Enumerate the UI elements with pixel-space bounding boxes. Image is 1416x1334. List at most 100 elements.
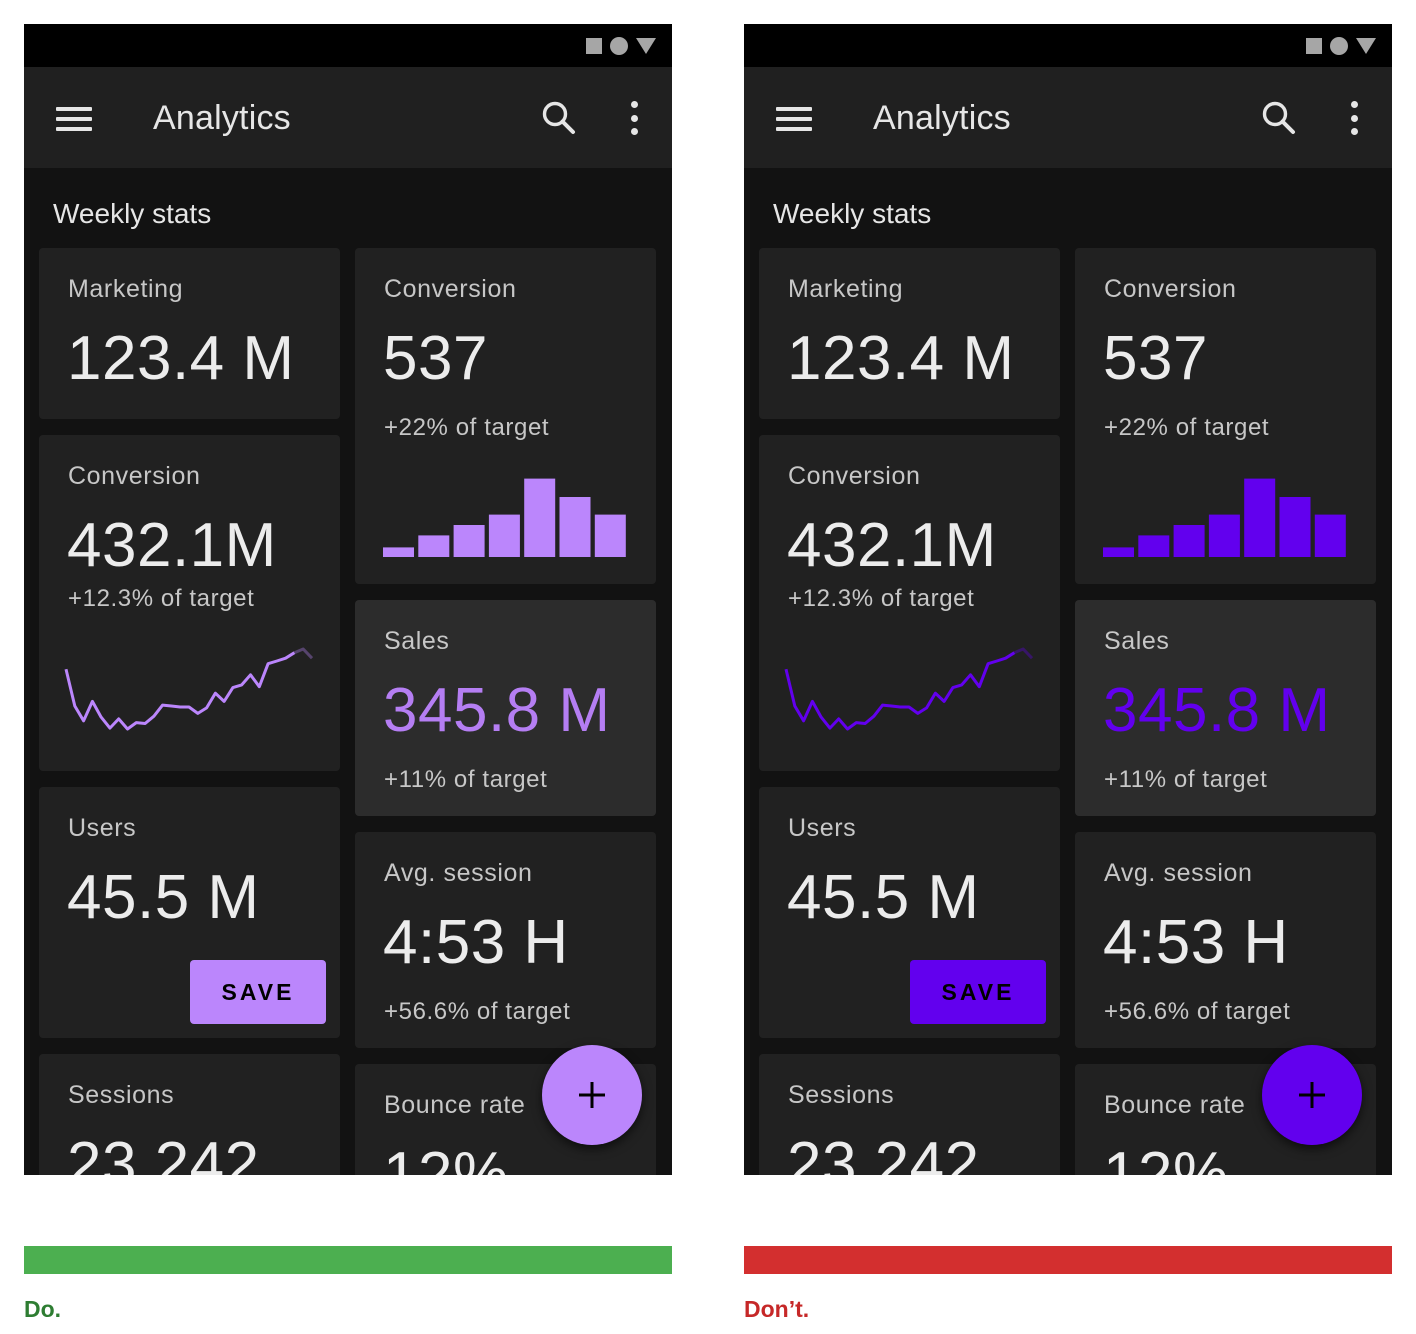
dont-indicator-bar: [744, 1246, 1392, 1274]
search-icon[interactable]: [1260, 99, 1300, 139]
card-sessions[interactable]: Sessions 23,242: [759, 1054, 1060, 1175]
card-conversion-line[interactable]: Conversion 432.1M +12.3% of target: [759, 435, 1060, 771]
card-label: Conversion: [1104, 275, 1237, 303]
card-value: 12%: [383, 1140, 509, 1175]
card-value: 23,242: [67, 1130, 260, 1175]
plus-icon: [579, 1082, 605, 1108]
card-subtext: +22% of target: [384, 414, 550, 441]
card-label: Conversion: [788, 462, 921, 490]
card-users[interactable]: Users 45.5 M SAVE: [759, 787, 1060, 1038]
card-sales[interactable]: Sales 345.8 M +11% of target: [355, 600, 656, 816]
card-subtext: +56.6% of target: [1104, 998, 1291, 1025]
bar-chart-bar: [524, 478, 556, 557]
status-bar: [24, 24, 672, 67]
card-conversion-line[interactable]: Conversion 432.1M +12.3% of target: [39, 435, 340, 771]
card-label: Conversion: [68, 462, 201, 490]
bar-chart: [383, 478, 626, 557]
card-value: 432.1M: [67, 511, 277, 580]
status-bar: [744, 24, 1392, 67]
card-label: Sessions: [68, 1081, 175, 1109]
card-subtext: +12.3% of target: [68, 585, 255, 612]
dont-caption: Don’t.: [744, 1296, 810, 1322]
card-value: 345.8 M: [383, 676, 611, 745]
line-chart-series: [64, 651, 296, 731]
menu-icon[interactable]: [776, 107, 812, 131]
line-chart-series: [784, 651, 1016, 731]
circle-icon: [610, 37, 628, 55]
more-vert-icon[interactable]: [1346, 101, 1362, 135]
more-vert-icon[interactable]: [626, 101, 642, 135]
triangle-icon: [636, 38, 656, 54]
line-chart-series-faded: [293, 647, 314, 660]
bar-chart-bar: [1279, 497, 1311, 557]
card-value: 4:53 H: [383, 908, 569, 977]
card-label: Users: [788, 814, 857, 842]
line-chart: [64, 647, 314, 731]
card-value: 12%: [1103, 1140, 1229, 1175]
card-conversion-bar[interactable]: Conversion 537 +22% of target: [355, 248, 656, 584]
card-label: Users: [68, 814, 137, 842]
card-marketing[interactable]: Marketing 123.4 M: [759, 248, 1060, 419]
card-value: 123.4 M: [67, 324, 295, 393]
card-subtext: +22% of target: [1104, 414, 1270, 441]
card-label: Marketing: [788, 275, 904, 303]
line-chart: [784, 647, 1034, 731]
fab-add-button[interactable]: [542, 1045, 642, 1145]
bar-chart-bar: [1208, 514, 1240, 557]
save-button[interactable]: SAVE: [190, 960, 326, 1024]
card-label: Sessions: [788, 1081, 895, 1109]
card-subtext: +12.3% of target: [788, 585, 975, 612]
card-marketing[interactable]: Marketing 123.4 M: [39, 248, 340, 419]
bar-chart-bar: [559, 497, 591, 557]
do-indicator-bar: [24, 1246, 672, 1274]
card-value: 537: [1103, 324, 1208, 393]
card-users[interactable]: Users 45.5 M SAVE: [39, 787, 340, 1038]
bar-chart-bar: [1244, 478, 1276, 557]
card-sessions[interactable]: Sessions 23,242: [39, 1054, 340, 1175]
card-label: Sales: [384, 627, 450, 655]
card-conversion-bar[interactable]: Conversion 537 +22% of target: [1075, 248, 1376, 584]
app-bar: Analytics: [744, 67, 1392, 168]
card-value: 4:53 H: [1103, 908, 1289, 977]
search-icon[interactable]: [540, 99, 580, 139]
card-subtext: +56.6% of target: [384, 998, 571, 1025]
card-value: 537: [383, 324, 488, 393]
app-bar: Analytics: [24, 67, 672, 168]
bar-chart: [1103, 478, 1346, 557]
line-chart-series-faded: [1013, 647, 1034, 660]
phone-dont: Analytics Weekly stats Marketing 123.4 M…: [744, 24, 1392, 1175]
card-value: 23,242: [787, 1130, 980, 1175]
fab-add-button[interactable]: [1262, 1045, 1362, 1145]
card-value: 345.8 M: [1103, 676, 1331, 745]
card-subtext: +11% of target: [384, 766, 548, 793]
app-title: Analytics: [873, 99, 1011, 137]
card-subtext: +11% of target: [1104, 766, 1268, 793]
section-title: Weekly stats: [773, 198, 932, 229]
card-label: Bounce rate: [1104, 1091, 1246, 1119]
card-label: Avg. session: [1104, 859, 1253, 887]
card-label: Sales: [1104, 627, 1170, 655]
section-title: Weekly stats: [53, 198, 212, 229]
bar-chart-bar: [453, 525, 485, 557]
bar-chart-bar: [594, 514, 626, 557]
card-avg-session[interactable]: Avg. session 4:53 H +56.6% of target: [355, 832, 656, 1048]
bar-chart-bar: [1103, 547, 1134, 557]
card-sales[interactable]: Sales 345.8 M +11% of target: [1075, 600, 1376, 816]
square-icon: [1306, 38, 1322, 54]
circle-icon: [1330, 37, 1348, 55]
square-icon: [586, 38, 602, 54]
phone-do: Analytics Weekly stats Marketing 123.4 M…: [24, 24, 672, 1175]
card-value: 45.5 M: [787, 863, 980, 932]
bar-chart-bar: [488, 514, 520, 557]
save-button[interactable]: SAVE: [910, 960, 1046, 1024]
card-label: Marketing: [68, 275, 184, 303]
triangle-icon: [1356, 38, 1376, 54]
bar-chart-bar: [383, 547, 414, 557]
card-value: 123.4 M: [787, 324, 1015, 393]
card-value: 432.1M: [787, 511, 997, 580]
card-avg-session[interactable]: Avg. session 4:53 H +56.6% of target: [1075, 832, 1376, 1048]
card-label: Bounce rate: [384, 1091, 526, 1119]
card-value: 45.5 M: [67, 863, 260, 932]
bar-chart-bar: [1314, 514, 1346, 557]
menu-icon[interactable]: [56, 107, 92, 131]
